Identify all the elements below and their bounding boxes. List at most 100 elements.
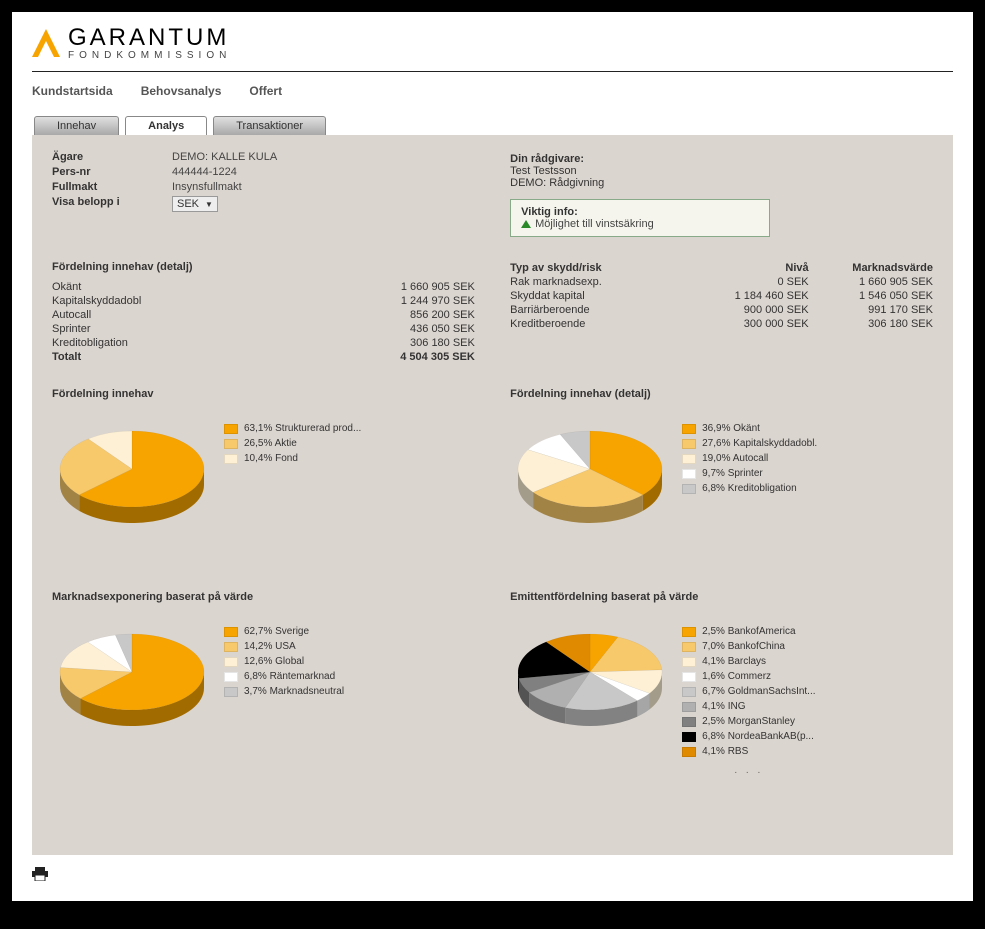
- legend-item: 7,0% BankofChina: [682, 639, 815, 654]
- pie4-chart: [510, 624, 670, 744]
- viktig-text: Möjlighet till vinstsäkring: [535, 218, 654, 230]
- table-row: Kapitalskyddadobl1 244 970 SEK: [52, 294, 475, 308]
- legend-item: 26,5% Aktie: [224, 436, 361, 451]
- pie2-legend: 36,9% Okänt27,6% Kapitalskyddadobl.19,0%…: [682, 421, 817, 496]
- nav-item[interactable]: Behovsanalys: [141, 84, 222, 98]
- table-row: Skyddat kapital1 184 460 SEK1 546 050 SE…: [510, 289, 933, 303]
- info-row: ÄgareDEMO: KALLE KULA Pers-nr444444-1224…: [52, 151, 933, 237]
- val-agare: DEMO: KALLE KULA: [172, 151, 277, 163]
- legend-item: 3,7% Marknadsneutral: [224, 684, 344, 699]
- skydd-h1: Typ av skydd/risk: [510, 262, 684, 274]
- pie2-title: Fördelning innehav (detalj): [510, 388, 933, 401]
- swatch-icon: [682, 657, 696, 667]
- fordelning-detalj-table: Fördelning innehav (detalj) Okänt1 660 9…: [52, 261, 475, 364]
- nav-item[interactable]: Offert: [249, 84, 282, 98]
- pie2-block: Fördelning innehav (detalj) 36,9% Okänt2…: [510, 388, 933, 541]
- swatch-icon: [682, 687, 696, 697]
- swatch-icon: [682, 469, 696, 479]
- pie1-block: Fördelning innehav 63,1% Strukturerad pr…: [52, 388, 475, 541]
- legend-item: 10,4% Fond: [224, 451, 361, 466]
- pie3-title: Marknadsexponering baserat på värde: [52, 591, 475, 604]
- currency-select[interactable]: SEK: [172, 196, 218, 212]
- tabs: Innehav Analys Transaktioner: [32, 116, 953, 135]
- legend-item: 4,1% RBS: [682, 744, 815, 759]
- legend-item: 19,0% Autocall: [682, 451, 817, 466]
- legend-item: 14,2% USA: [224, 639, 344, 654]
- advisor-role: DEMO: Rådgivning: [510, 177, 933, 189]
- swatch-icon: [224, 657, 238, 667]
- legend-item: 1,6% Commerz: [682, 669, 815, 684]
- fordelning-detalj-title: Fördelning innehav (detalj): [52, 261, 475, 274]
- pie4-block: Emittentfördelning baserat på värde 2,5%…: [510, 591, 933, 778]
- pie1-legend: 63,1% Strukturerad prod...26,5% Aktie10,…: [224, 421, 361, 466]
- label-visa: Visa belopp i: [52, 196, 172, 212]
- swatch-icon: [682, 424, 696, 434]
- val-fullmakt: Insynsfullmakt: [172, 181, 242, 193]
- skydd-h2: Nivå: [684, 262, 808, 274]
- swatch-icon: [682, 747, 696, 757]
- nav-item[interactable]: Kundstartsida: [32, 84, 113, 98]
- swatch-icon: [224, 454, 238, 464]
- logo-name: GARANTUM: [68, 24, 231, 52]
- swatch-icon: [682, 439, 696, 449]
- tables-row: Fördelning innehav (detalj) Okänt1 660 9…: [52, 261, 933, 364]
- advisor-name: Test Testsson: [510, 165, 933, 177]
- total-value: 4 504 305 SEK: [299, 351, 475, 363]
- top-nav: Kundstartsida Behovsanalys Offert: [32, 71, 953, 116]
- legend-item: 2,5% BankofAmerica: [682, 624, 815, 639]
- viktig-line[interactable]: Möjlighet till vinstsäkring: [521, 218, 759, 230]
- label-persnr: Pers-nr: [52, 166, 172, 178]
- print-icon[interactable]: [32, 867, 953, 881]
- table-row: Rak marknadsexp.0 SEK1 660 905 SEK: [510, 275, 933, 289]
- skydd-table: Typ av skydd/risk Nivå Marknadsvärde Rak…: [510, 261, 933, 364]
- swatch-icon: [224, 642, 238, 652]
- swatch-icon: [682, 454, 696, 464]
- table-row: Barriärberoende900 000 SEK991 170 SEK: [510, 303, 933, 317]
- legend-item: 6,7% GoldmanSachsInt...: [682, 684, 815, 699]
- tab-analys[interactable]: Analys: [125, 116, 207, 135]
- advisor-title: Din rådgivare:: [510, 153, 933, 165]
- swatch-icon: [682, 642, 696, 652]
- swatch-icon: [224, 687, 238, 697]
- legend-item: 4,1% Barclays: [682, 654, 815, 669]
- charts-row-1: Fördelning innehav 63,1% Strukturerad pr…: [52, 388, 933, 541]
- legend-item: 62,7% Sverige: [224, 624, 344, 639]
- table-row: Sprinter436 050 SEK: [52, 322, 475, 336]
- logo-icon: [32, 29, 60, 57]
- table-row: Autocall856 200 SEK: [52, 308, 475, 322]
- swatch-icon: [224, 672, 238, 682]
- legend-item: 63,1% Strukturerad prod...: [224, 421, 361, 436]
- legend-item: 36,9% Okänt: [682, 421, 817, 436]
- legend-item: 6,8% Kreditobligation: [682, 481, 817, 496]
- val-persnr: 444444-1224: [172, 166, 237, 178]
- tab-innehav[interactable]: Innehav: [34, 116, 119, 135]
- logo-sub: FONDKOMMISSION: [68, 50, 231, 61]
- pie1-title: Fördelning innehav: [52, 388, 475, 401]
- legend-item: 2,5% MorganStanley: [682, 714, 815, 729]
- label-agare: Ägare: [52, 151, 172, 163]
- swatch-icon: [224, 439, 238, 449]
- more-dots[interactable]: . . .: [682, 763, 815, 778]
- swatch-icon: [682, 627, 696, 637]
- logo: GARANTUM FONDKOMMISSION: [32, 20, 953, 71]
- legend-item: 27,6% Kapitalskyddadobl.: [682, 436, 817, 451]
- tab-transaktioner[interactable]: Transaktioner: [213, 116, 326, 135]
- pie4-title: Emittentfördelning baserat på värde: [510, 591, 933, 604]
- swatch-icon: [682, 484, 696, 494]
- swatch-icon: [682, 672, 696, 682]
- pie2-chart: [510, 421, 670, 541]
- viktig-info-box: Viktig info: Möjlighet till vinstsäkring: [510, 199, 770, 237]
- skydd-h3: Marknadsvärde: [809, 262, 933, 274]
- swatch-icon: [682, 717, 696, 727]
- pie3-legend: 62,7% Sverige14,2% USA12,6% Global6,8% R…: [224, 624, 344, 699]
- pie4-legend: 2,5% BankofAmerica7,0% BankofChina4,1% B…: [682, 624, 815, 778]
- owner-col: ÄgareDEMO: KALLE KULA Pers-nr444444-1224…: [52, 151, 475, 237]
- charts-row-2: Marknadsexponering baserat på värde 62,7…: [52, 591, 933, 778]
- legend-item: 9,7% Sprinter: [682, 466, 817, 481]
- triangle-up-icon: [521, 220, 531, 228]
- table-row: Kreditobligation306 180 SEK: [52, 336, 475, 350]
- legend-item: 12,6% Global: [224, 654, 344, 669]
- swatch-icon: [682, 732, 696, 742]
- label-fullmakt: Fullmakt: [52, 181, 172, 193]
- app-window: GARANTUM FONDKOMMISSION Kundstartsida Beh…: [12, 12, 973, 901]
